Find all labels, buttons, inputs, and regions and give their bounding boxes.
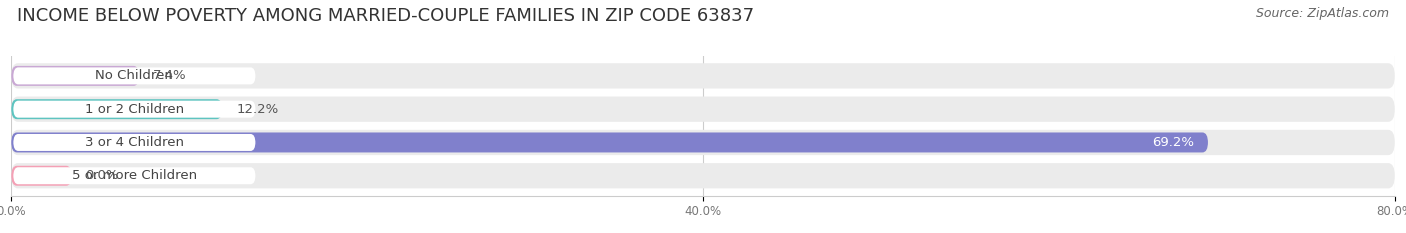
FancyBboxPatch shape bbox=[13, 167, 256, 184]
FancyBboxPatch shape bbox=[11, 99, 222, 119]
FancyBboxPatch shape bbox=[13, 101, 256, 118]
FancyBboxPatch shape bbox=[11, 96, 1395, 122]
Text: 0.0%: 0.0% bbox=[86, 169, 120, 182]
FancyBboxPatch shape bbox=[11, 63, 1395, 89]
FancyBboxPatch shape bbox=[13, 134, 256, 151]
Text: 3 or 4 Children: 3 or 4 Children bbox=[84, 136, 184, 149]
Text: 69.2%: 69.2% bbox=[1152, 136, 1194, 149]
Text: 5 or more Children: 5 or more Children bbox=[72, 169, 197, 182]
Text: 12.2%: 12.2% bbox=[236, 103, 278, 116]
Text: INCOME BELOW POVERTY AMONG MARRIED-COUPLE FAMILIES IN ZIP CODE 63837: INCOME BELOW POVERTY AMONG MARRIED-COUPL… bbox=[17, 7, 754, 25]
FancyBboxPatch shape bbox=[11, 166, 72, 186]
FancyBboxPatch shape bbox=[11, 163, 1395, 188]
FancyBboxPatch shape bbox=[13, 67, 256, 84]
FancyBboxPatch shape bbox=[11, 130, 1395, 155]
Text: 1 or 2 Children: 1 or 2 Children bbox=[84, 103, 184, 116]
FancyBboxPatch shape bbox=[11, 66, 139, 86]
Text: Source: ZipAtlas.com: Source: ZipAtlas.com bbox=[1256, 7, 1389, 20]
Text: 7.4%: 7.4% bbox=[153, 69, 187, 82]
Text: No Children: No Children bbox=[96, 69, 173, 82]
FancyBboxPatch shape bbox=[11, 133, 1208, 152]
